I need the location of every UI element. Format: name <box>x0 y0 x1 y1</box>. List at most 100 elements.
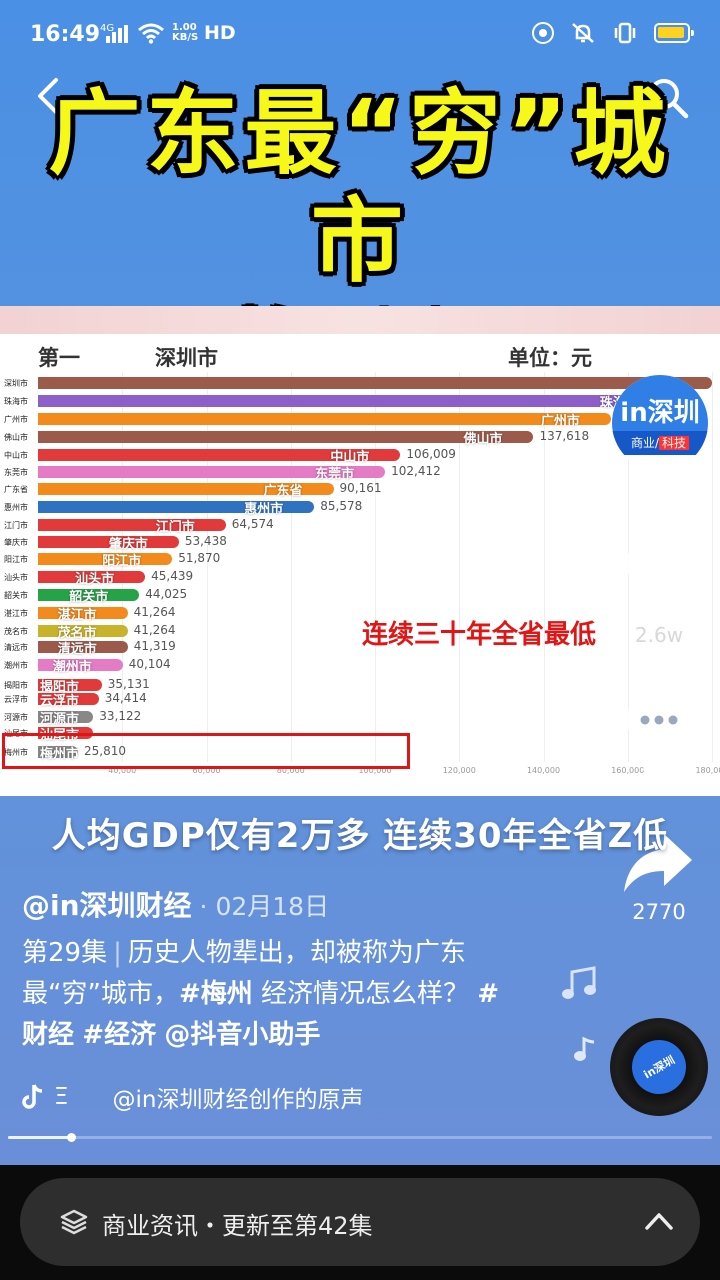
network-speed-unit: KB/S <box>172 32 199 43</box>
share-count: 2770 <box>632 900 686 924</box>
bar-value-label: 41,264 <box>133 605 176 619</box>
heart-icon[interactable] <box>622 540 696 614</box>
y-tick-label: 佛山市 <box>4 433 28 442</box>
hd-indicator: HD <box>204 22 236 44</box>
battery-icon <box>654 23 694 43</box>
chart-rank-city: 深圳市 <box>155 346 218 370</box>
chart-row: 广东省 广东省 90,161 <box>0 481 720 499</box>
bar-name-label: 阳江市 <box>102 554 142 569</box>
grid-line <box>712 372 713 762</box>
bar-name-label: 清远市 <box>57 642 97 657</box>
x-tick-label: 100,000 <box>358 766 392 775</box>
y-tick-label: 云浮市 <box>4 695 28 704</box>
y-tick-label: 河源市 <box>4 713 28 722</box>
x-tick-label: 60,000 <box>192 766 221 775</box>
author-name[interactable]: @in深圳财经 <box>22 889 192 922</box>
comment-icon[interactable] <box>622 686 696 760</box>
chart-row: 茂名市 茂名市 41,264 <box>0 623 720 641</box>
episode-label[interactable]: 第29集 <box>22 938 108 968</box>
status-bar: 16:49 4G 1.00 KB/S HD <box>0 0 720 70</box>
gdp-bar-chart: 第一 深圳市 单位：元 40,000 60,000 80,000 100,000 120… <box>0 306 720 796</box>
chart-row: 云浮市 云浮市 34,414 <box>0 691 720 709</box>
chart-row: 汕头市 汕头市 45,439 <box>0 569 720 587</box>
description-text1: 历史人物辈出，却被称为广东最“穷”城市， <box>22 938 466 1009</box>
chart-unit-label: 单位：元 <box>508 346 592 370</box>
y-tick-label: 潮州市 <box>4 661 28 670</box>
bar-name-label: 梅州市 <box>40 747 80 762</box>
hashtag-meizhou[interactable]: #梅州 <box>178 979 253 1009</box>
bar-value-label: 33,122 <box>99 709 142 723</box>
network-speed-value: 1.00 <box>172 22 197 33</box>
x-tick-label: 140,000 <box>526 766 561 775</box>
episode-separator: | <box>113 938 122 968</box>
chart-bar <box>38 659 123 671</box>
post-description[interactable]: 第29集 | 历史人物辈出，却被称为广东最“穷”城市，#梅州 经济情况怎么样？ #财… <box>22 933 522 1056</box>
bar-value-label: 85,578 <box>320 499 363 513</box>
video-progress-bar[interactable] <box>8 1133 712 1142</box>
chart-bars: 40,000 60,000 80,000 100,000 120,000 140,000 1… <box>0 306 720 796</box>
grid-line <box>206 372 208 762</box>
chart-bar <box>38 607 128 619</box>
bar-value-label: 64,574 <box>231 517 274 531</box>
y-tick-label: 东莞市 <box>4 468 28 477</box>
mention-assistant[interactable]: @抖音小助手 <box>164 1020 321 1050</box>
y-tick-label: 茂名市 <box>4 627 28 636</box>
bar-name-label: 湛江市 <box>57 608 97 623</box>
chart-row: 广州市 广州市 <box>0 412 720 429</box>
bar-value-label: 106,009 <box>406 447 456 461</box>
chart-rank-label: 第一 <box>38 346 80 370</box>
chart-bar <box>38 466 386 478</box>
chevron-up-icon[interactable] <box>644 1208 674 1234</box>
music-disc[interactable]: in深圳 <box>610 1018 708 1116</box>
chart-row: 清远市 清远市 41,319 <box>0 639 720 657</box>
bar-value-label: 25,810 <box>84 744 126 758</box>
chart-row: 梅州市 梅州市 25,810 <box>0 744 720 762</box>
chart-row: 揭阳市 揭阳市 35,131 <box>0 677 720 695</box>
description-text2: 经济情况怎么样？ <box>252 979 470 1009</box>
video-screen[interactable]: 16:49 4G 1.00 KB/S HD <box>0 0 720 1165</box>
bar-name-label: 佛山市 <box>463 432 503 447</box>
back-arrow-icon[interactable] <box>30 76 70 116</box>
chart-bar <box>38 501 315 513</box>
chart-bar <box>38 395 670 407</box>
share-arrow-icon[interactable] <box>620 830 696 896</box>
music-title: @in深圳财经创作的原声 <box>112 1087 364 1113</box>
chart-bar <box>38 625 128 637</box>
video-progress-handle[interactable] <box>67 1133 77 1142</box>
logo-brand: in深圳 <box>612 375 708 437</box>
bar-value-label: 102,412 <box>391 464 441 478</box>
channel-logo[interactable]: in深圳 商业/科技 <box>612 375 708 471</box>
chart-bar <box>38 536 179 548</box>
network-speed: 1.00 KB/S <box>172 23 198 43</box>
collection-bar[interactable]: 商业资讯・更新至第42集 <box>20 1178 700 1266</box>
grid-line <box>122 372 124 762</box>
disc-brand: in深圳 <box>641 1053 678 1082</box>
y-tick-label: 揭阳市 <box>4 681 28 690</box>
bar-value-label: 34,414 <box>104 691 147 705</box>
bar-name-label: 惠州市 <box>244 502 284 517</box>
mute-bell-icon <box>572 23 594 43</box>
grid-line <box>543 372 545 762</box>
music-row[interactable]: Ξ @in深圳财经创作的原声 <box>20 1080 364 1114</box>
highlight-box <box>2 733 410 769</box>
y-tick-label: 阳江市 <box>4 555 28 564</box>
music-scroll-glyph: Ξ <box>54 1084 69 1110</box>
video-subtitle: 人均GDP仅有2万多 连续30年全省Z低 <box>51 816 669 856</box>
x-tick-label: 160,000 <box>611 766 645 775</box>
hashtag-finance[interactable]: #财经 <box>22 979 500 1050</box>
search-icon[interactable] <box>646 76 690 120</box>
layers-icon <box>60 1209 88 1235</box>
grid-line <box>375 372 376 762</box>
chart-bar <box>38 711 94 723</box>
chart-bar <box>38 746 78 758</box>
hashtag-economy[interactable]: #经济 <box>82 1020 157 1050</box>
bar-value-label: 40,104 <box>128 657 171 671</box>
video-title-line1: 广东最“穷”城市 <box>48 80 672 295</box>
music-note-icon <box>562 966 596 999</box>
chart-row: 肇庆市 肇庆市 53,438 <box>0 534 720 552</box>
chart-bar <box>38 571 146 583</box>
chart-bar <box>38 519 226 531</box>
x-tick-label: 40,000 <box>108 766 137 775</box>
bar-value-label: 53,438 <box>184 534 227 548</box>
bar-value-label: 137,618 <box>539 429 590 443</box>
